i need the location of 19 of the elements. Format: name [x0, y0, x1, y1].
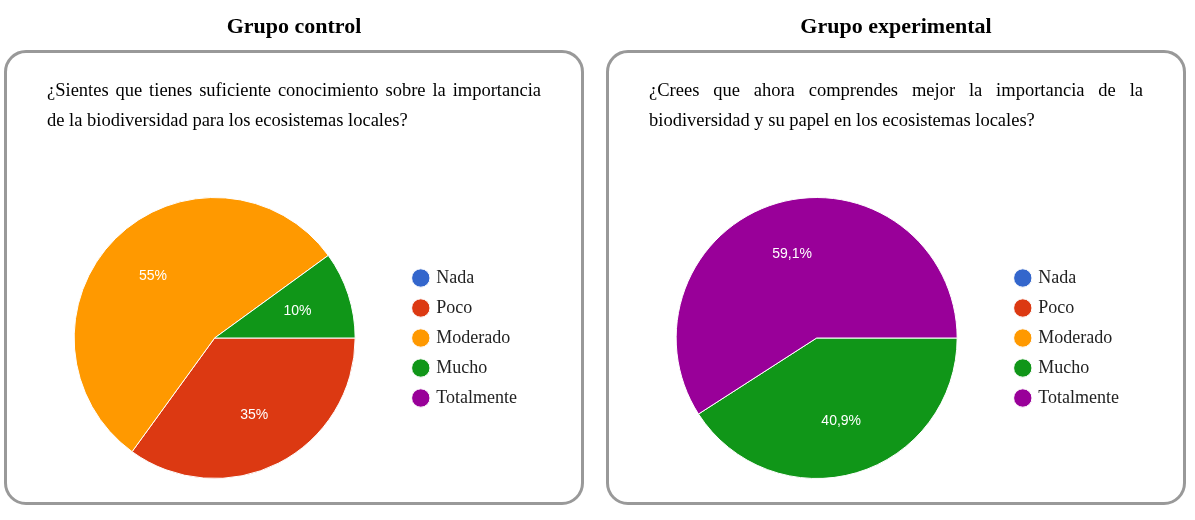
- data-label: 55%: [139, 267, 168, 284]
- legend-label: Nada: [1038, 266, 1077, 287]
- chart-subtitle: ¿Crees que ahora comprendes mejor la importancia de la biodiversidad y su papel en los ecosistemas locales?: [649, 79, 1143, 132]
- legend-label: Poco: [1038, 296, 1075, 317]
- data-label: 35%: [240, 406, 269, 423]
- legend-label: Totalmente: [436, 386, 518, 407]
- legend-label: Moderado: [436, 326, 511, 347]
- legend-label: Totalmente: [1038, 386, 1120, 407]
- legend-label: Mucho: [436, 356, 488, 377]
- chart-title: Grupo control: [225, 12, 363, 38]
- legend-label: Moderado: [1038, 326, 1113, 347]
- data-label: 59,1%: [772, 245, 812, 262]
- data-label: 40,9%: [821, 412, 862, 429]
- data-label: 10%: [283, 301, 312, 318]
- legend-label: Nada: [436, 266, 475, 287]
- legend-label: Poco: [436, 296, 473, 317]
- chart-title: Grupo experimental: [799, 12, 993, 38]
- chart-subtitle: ¿Sientes que tienes suficiente conocimiento sobre la importancia de la biodiversidad para los ecosistemas locales?: [47, 79, 541, 132]
- legend-label: Mucho: [1038, 356, 1090, 377]
